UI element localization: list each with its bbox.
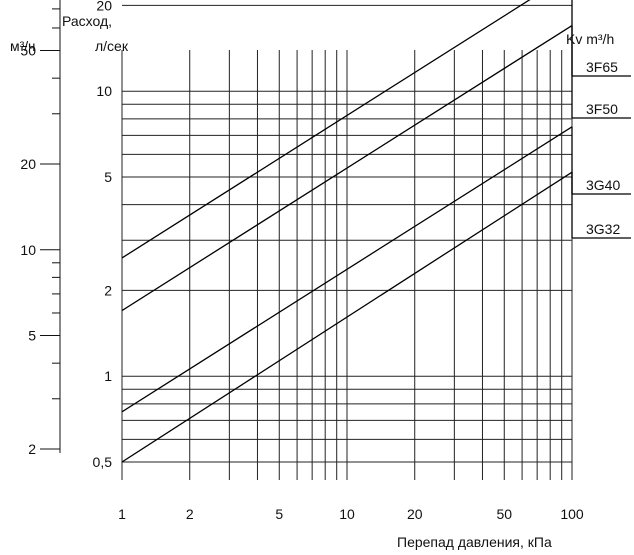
- m3h-tick-label: 5: [28, 328, 36, 344]
- series-lines: 3F65 3F50 3G40 3G32: [121, 0, 631, 463]
- vertical-gridlines: [121, 50, 573, 480]
- m3h-tick-label: 2: [28, 441, 36, 457]
- x-tick-label: 1: [118, 506, 126, 522]
- ls-tick-labels: 0,5 1 2 5 10 20: [93, 0, 113, 470]
- series-line: [121, 0, 531, 259]
- header-flow-label: Расход,: [62, 13, 112, 29]
- x-axis-title: Перепад давления, кПа: [397, 534, 552, 550]
- ls-tick-label: 0,5: [93, 454, 113, 470]
- ls-tick-label: 5: [104, 169, 112, 185]
- ls-tick-label: 20: [96, 0, 112, 13]
- x-tick-label: 20: [407, 506, 423, 522]
- series-label: 3G32: [586, 221, 620, 237]
- series-line: [121, 171, 573, 463]
- series-line: [121, 24, 573, 312]
- header-m3h-unit: м³/ч: [10, 38, 35, 54]
- ls-tick-label: 10: [96, 83, 112, 99]
- ls-tick-label: 1: [104, 368, 112, 384]
- x-tick-labels: 1 2 5 10 20 50 100: [118, 506, 584, 522]
- series-label: 3F65: [586, 59, 618, 75]
- series-label: 3G40: [586, 177, 620, 193]
- header-kv-unit: Kv m³/h: [566, 31, 614, 47]
- x-tick-label: 50: [496, 506, 512, 522]
- x-tick-label: 100: [560, 506, 584, 522]
- m3h-tick-label: 10: [20, 242, 36, 258]
- series-label: 3F50: [586, 101, 618, 117]
- x-tick-label: 2: [186, 506, 194, 522]
- x-tick-label: 5: [275, 506, 283, 522]
- series-line: [121, 126, 573, 413]
- horizontal-gridlines: [122, 4, 572, 463]
- m3h-tick-label: 20: [20, 156, 36, 172]
- m3h-tick-label: 50: [20, 43, 36, 59]
- header-ls-unit: л/сек: [95, 38, 129, 54]
- ls-tick-label: 2: [104, 282, 112, 298]
- x-tick-label: 10: [339, 506, 355, 522]
